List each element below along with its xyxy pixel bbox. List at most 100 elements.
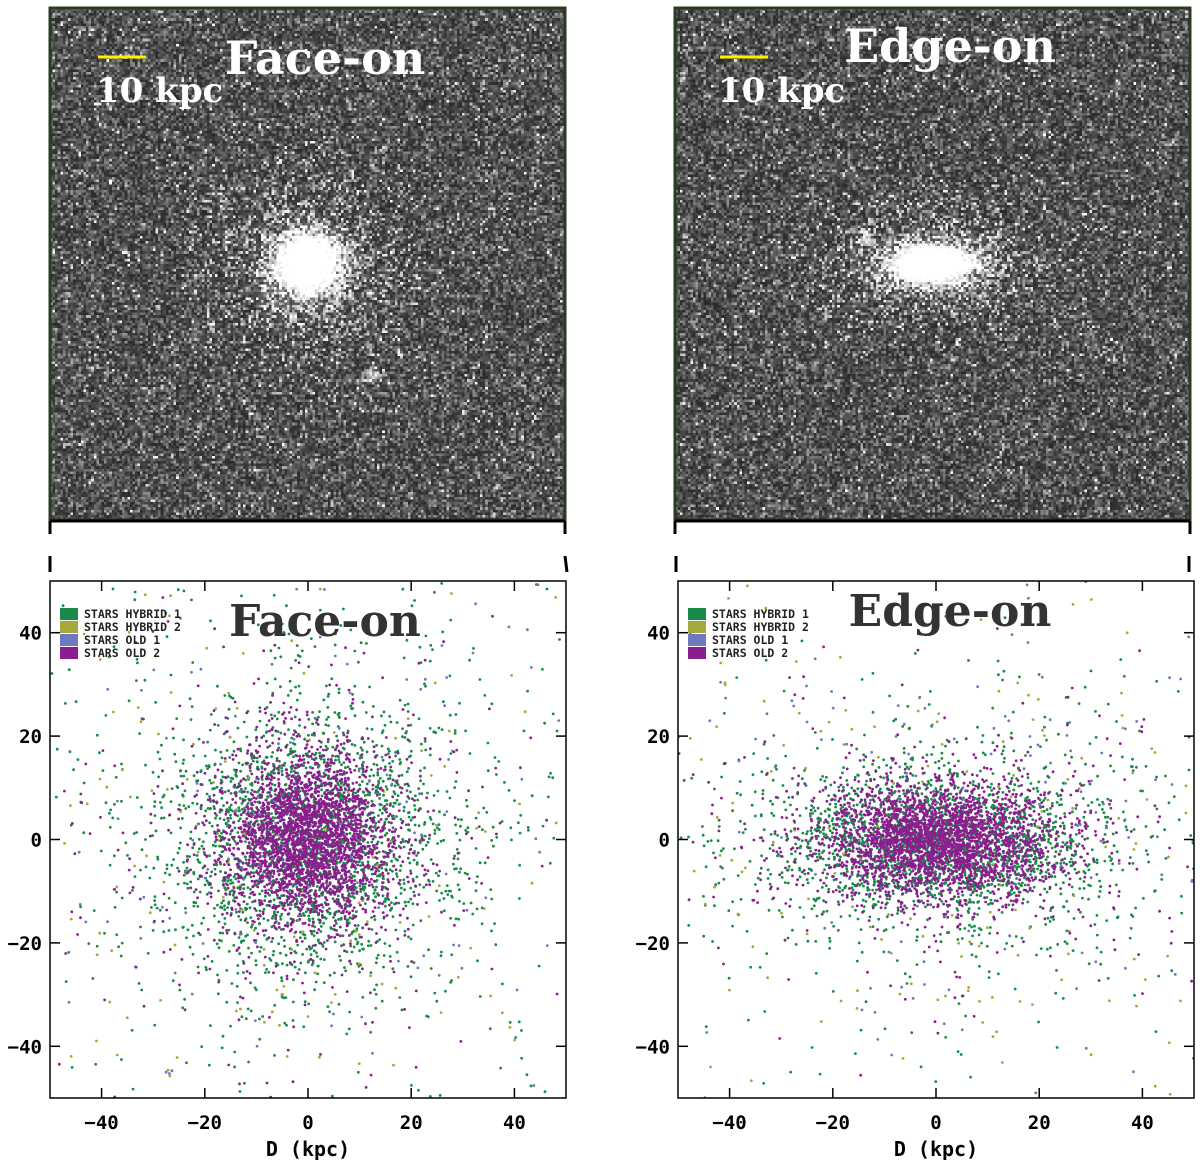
scatter-point [389, 720, 393, 724]
scatter-point [338, 818, 342, 821]
scatter-point [131, 886, 135, 889]
scatter-point [120, 1058, 123, 1061]
scatter-point [339, 827, 343, 830]
scatter-point [296, 943, 300, 947]
scatter-point [380, 744, 384, 748]
scatter-point [388, 849, 392, 852]
scatter-point [444, 989, 447, 993]
scatter-point [371, 856, 375, 859]
scatter-point [216, 824, 220, 827]
scatter-point [261, 811, 264, 815]
scatter-point [313, 733, 316, 737]
scatter-point [349, 872, 353, 876]
scatter-point [281, 764, 284, 767]
scatter-point [298, 655, 302, 658]
scatter-point [422, 782, 425, 786]
scatter-point [370, 829, 374, 833]
scatter-point [421, 847, 425, 851]
scatter-point [530, 881, 534, 885]
scatter-point [273, 714, 277, 718]
scatter-point [318, 751, 321, 755]
scatter-point [426, 840, 430, 844]
scatter-point [307, 777, 311, 781]
scatter-point [466, 872, 469, 876]
scatter-point [185, 854, 189, 858]
scatter-point [69, 1055, 73, 1058]
scatter-point [279, 748, 283, 752]
scatter-point [438, 757, 442, 761]
scatter-point [345, 1032, 349, 1036]
scatter-point [144, 763, 147, 767]
scatter-point [236, 747, 240, 751]
scatter-point [425, 796, 429, 800]
scatter-point [259, 870, 262, 873]
scatter-point [383, 820, 387, 824]
scatter-point [232, 846, 236, 850]
scatter-point [428, 747, 432, 751]
scatter-point [137, 982, 141, 985]
scatter-point [270, 717, 274, 720]
scatter-point [229, 792, 233, 795]
scatter-point [447, 758, 450, 761]
scatter-point [184, 807, 188, 810]
scatter-point [369, 991, 372, 995]
scatter-point [342, 797, 345, 801]
scatter-point [286, 903, 290, 907]
scatter-point [394, 901, 398, 905]
scatter-point [384, 785, 388, 788]
scatter-point [333, 643, 337, 647]
scatter-point [249, 1009, 253, 1013]
scatter-point [292, 872, 296, 875]
scatter-point [185, 936, 188, 940]
scatter-point [143, 678, 147, 682]
scatter-point [365, 727, 369, 730]
scatter-point [295, 754, 299, 758]
scatter-point [285, 900, 289, 904]
scatter-point [232, 821, 235, 824]
scatter-point [239, 747, 242, 751]
scatter-point [468, 658, 471, 662]
scatter-point [82, 781, 86, 785]
scatter-point [142, 895, 146, 899]
scatter-point [304, 875, 308, 879]
scatter-point [244, 840, 247, 843]
scatter-point [246, 886, 250, 889]
scatter-point [317, 807, 321, 811]
scatter-point [439, 839, 443, 843]
scatter-point [403, 703, 407, 707]
scatter-point [267, 936, 271, 940]
scatter-point [76, 758, 80, 761]
scatter-point [334, 816, 337, 819]
scatter-point [301, 838, 304, 842]
scatter-point [240, 868, 243, 872]
scatter-point [215, 785, 219, 789]
scatter-point [309, 637, 313, 640]
scatter-point [295, 873, 299, 876]
scatter-point [269, 836, 272, 840]
scatter-point [301, 905, 304, 909]
scatter-point [236, 971, 240, 975]
scatter-point [277, 737, 281, 741]
scatter-point [317, 837, 321, 841]
scatter-point [415, 875, 419, 879]
scatter-point [295, 708, 298, 712]
scatter-point [233, 768, 236, 772]
scatter-point [343, 917, 347, 921]
scatter-point [301, 844, 304, 847]
scatter-point [104, 714, 108, 717]
scatter-point [186, 886, 190, 890]
scatter-point [359, 822, 362, 826]
scatter-point [322, 758, 326, 762]
scatter-point [171, 727, 175, 731]
scatter-point [316, 964, 320, 968]
scatter-point [209, 713, 213, 716]
scatter-point [322, 748, 325, 752]
scatter-point [190, 923, 194, 927]
scatter-point [296, 906, 300, 909]
scatter-point [518, 831, 522, 835]
scatter-point [441, 630, 445, 634]
scatter-point [239, 941, 243, 944]
scatter-point [345, 922, 349, 925]
scatter-point [296, 836, 300, 840]
scatter-point [342, 607, 345, 611]
